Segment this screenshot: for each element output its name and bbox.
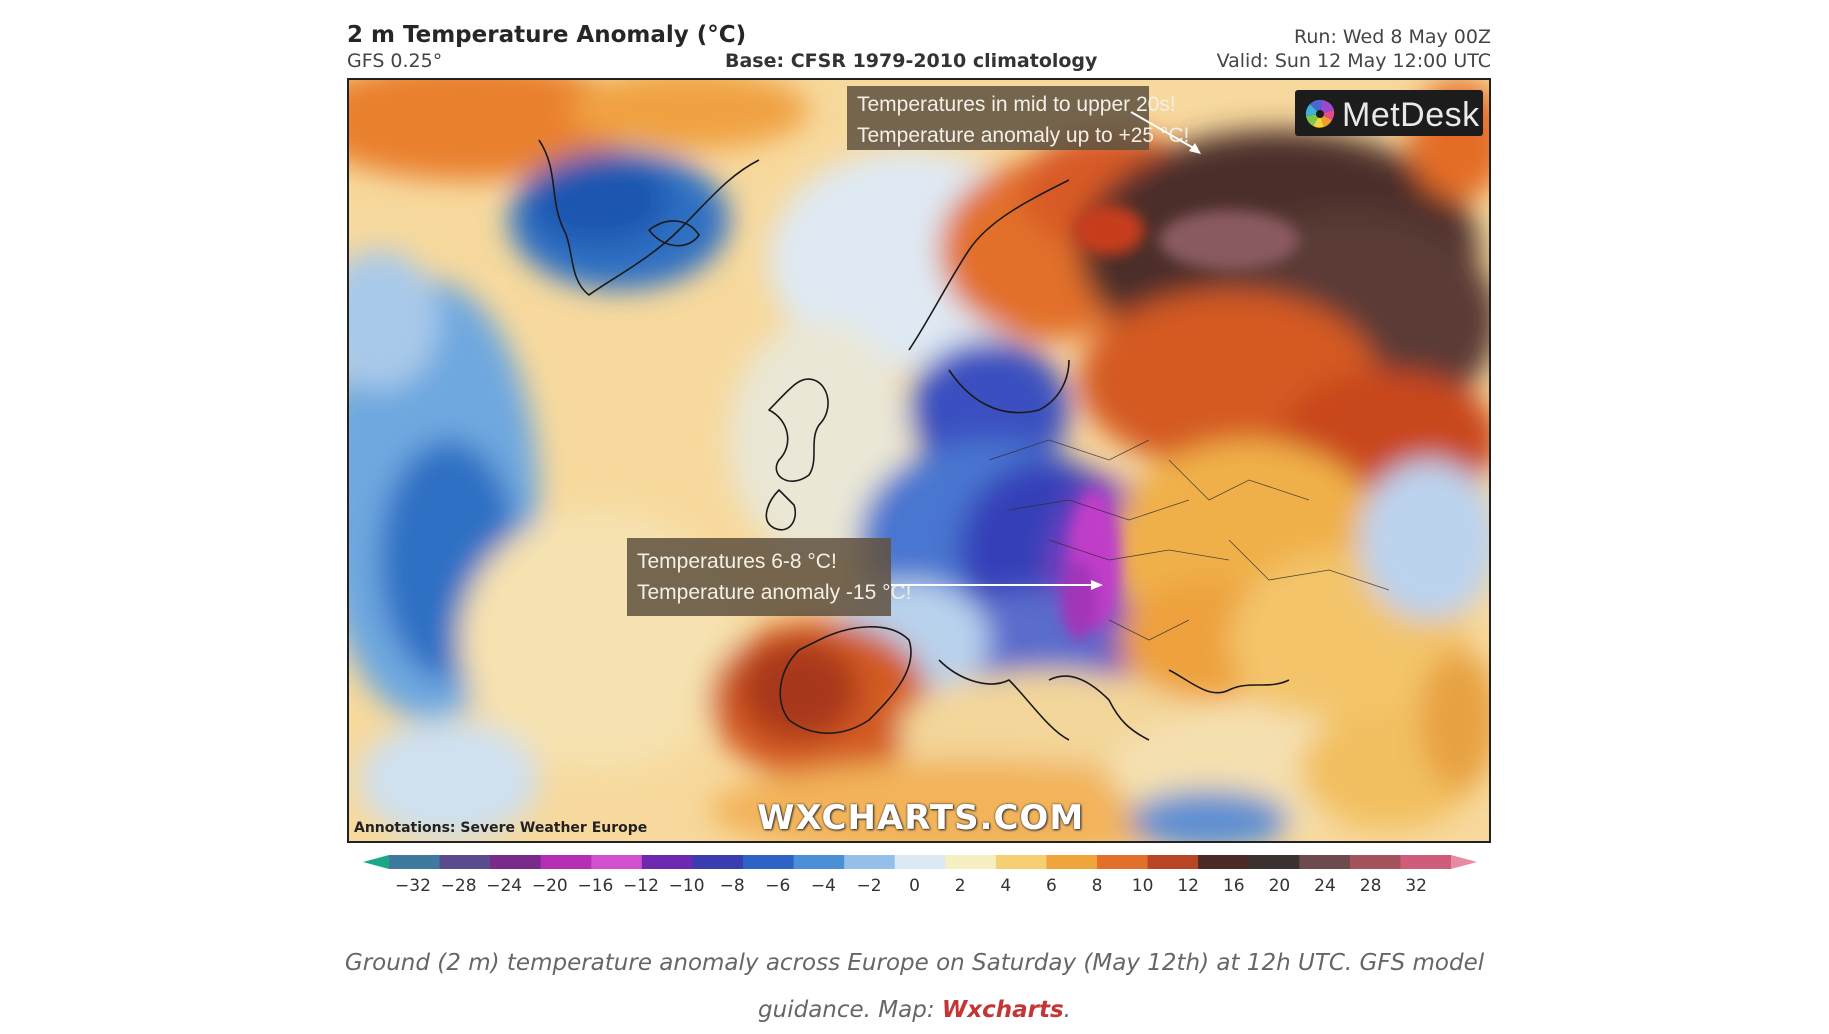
callout-russia-line2: Temperature anomaly up to +25 °C! (857, 124, 1190, 147)
colorbar-tick-label: −8 (719, 876, 745, 896)
colorbar-tick-label: −4 (810, 876, 836, 896)
colorbar-segment (439, 855, 491, 869)
colorbar-tick-label: 32 (1405, 876, 1428, 896)
colorbar-segment (1400, 855, 1452, 869)
model-label: GFS 0.25° (347, 50, 443, 72)
caption-line2: guidance. Map: Wxcharts. (0, 987, 1829, 1034)
colorbar-segment (490, 855, 542, 869)
callout-central-line2: Temperature anomaly -15 °C! (637, 581, 912, 604)
colorbar-tick-label: −24 (486, 876, 523, 896)
caption-line2-prefix: guidance. Map: (758, 997, 942, 1023)
colorbar-segment (540, 855, 592, 869)
colorbar-ticks: −32 −28 −24 −20 −16 −12 −10 −8 −6 −4 −2 0 2 4 6 8 10 12 16… (363, 876, 1477, 898)
colorbar-segment (995, 855, 1048, 869)
colorbar-tick-label: 10 (1131, 876, 1154, 896)
colorbar-tick-label: 16 (1222, 876, 1245, 896)
colorbar-segment (1349, 855, 1402, 869)
colorbar-segment (1248, 855, 1300, 869)
colorbar-tick-label: −32 (395, 876, 431, 896)
colorbar-segment (945, 855, 997, 869)
caption-line1: Ground (2 m) temperature anomaly across … (344, 950, 1485, 976)
colorbar-tick-label: 24 (1314, 876, 1336, 896)
callout-russia-heat: Temperatures in mid to upper 20s! Temper… (847, 86, 1190, 150)
temperature-anomaly-map: MetDesk Temperatures in mid to upper 20s… (347, 78, 1491, 843)
colorbar-segment (389, 855, 441, 869)
callout-russia-line1: Temperatures in mid to upper 20s! (857, 93, 1176, 116)
colorbar-tick-label: 8 (1091, 876, 1103, 896)
callout-central-line1: Temperatures 6-8 °C! (637, 550, 837, 573)
map-title: 2 m Temperature Anomaly (°C) (347, 22, 747, 48)
colorbar-tick-label: −28 (440, 876, 477, 896)
caption-line2-suffix: . (1063, 997, 1071, 1023)
annotation-credit: Annotations: Severe Weather Europe (354, 820, 648, 836)
figure-caption: Ground (2 m) temperature anomaly across … (0, 940, 1829, 1034)
metdesk-logo: MetDesk (1295, 90, 1483, 136)
wxcharts-watermark: WXCHARTS.COM (757, 798, 1085, 838)
chart-header: 2 m Temperature Anomaly (°C) GFS 0.25° B… (347, 22, 1491, 74)
colorbar-segment (692, 855, 744, 869)
colorbar-segment (844, 855, 896, 869)
colorbar-tick-label: 6 (1045, 876, 1057, 896)
colorbar-tick-label: 0 (909, 876, 921, 896)
metdesk-swirl-icon (1305, 99, 1335, 128)
metdesk-logo-text: MetDesk (1342, 96, 1480, 134)
colorbar-max-extension (1451, 855, 1477, 869)
callout-central-europe-cold: Temperatures 6-8 °C! Temperature anomaly… (627, 538, 912, 616)
colorbar-segment (743, 855, 795, 869)
climatology-base-label: Base: CFSR 1979-2010 climatology (725, 50, 1098, 72)
colorbar-tick-label: −2 (856, 876, 882, 896)
wxcharts-link[interactable]: Wxcharts (941, 997, 1064, 1023)
colorbar-segment (591, 855, 643, 869)
callout-central-arrow (891, 580, 1103, 590)
colorbar-segment (1147, 855, 1199, 869)
colorbar-segment (1299, 855, 1351, 869)
colorbar-segment (793, 855, 845, 869)
colorbar-segment (1198, 855, 1250, 869)
colorbar-min-extension (363, 855, 389, 869)
run-label: Run: Wed 8 May 00Z (1294, 26, 1491, 48)
colorbar-tick-label: 12 (1177, 876, 1200, 896)
colorbar-tick-label: 2 (954, 876, 966, 896)
colorbar-tick-label: −16 (577, 876, 614, 896)
colorbar-tick-label: 20 (1268, 876, 1291, 896)
colorbar-segment (1097, 855, 1149, 869)
callout-russia-arrow (1130, 111, 1201, 154)
colorbar-tick-label: −12 (623, 876, 659, 896)
colorbar-tick-label: −6 (765, 876, 791, 896)
colorbar-tick-label: 4 (1000, 876, 1012, 896)
colorbar-segment (641, 855, 694, 869)
colorbar-tick-label: −10 (668, 876, 705, 896)
colorbar-tick-label: 28 (1359, 876, 1382, 896)
valid-time-label: Valid: Sun 12 May 12:00 UTC (1216, 50, 1491, 72)
colorbar-segment (1046, 855, 1098, 869)
colorbar-segment (894, 855, 946, 869)
colorbar-tick-label: −20 (531, 876, 568, 896)
anomaly-field (349, 80, 1489, 841)
colorbar (363, 855, 1477, 869)
